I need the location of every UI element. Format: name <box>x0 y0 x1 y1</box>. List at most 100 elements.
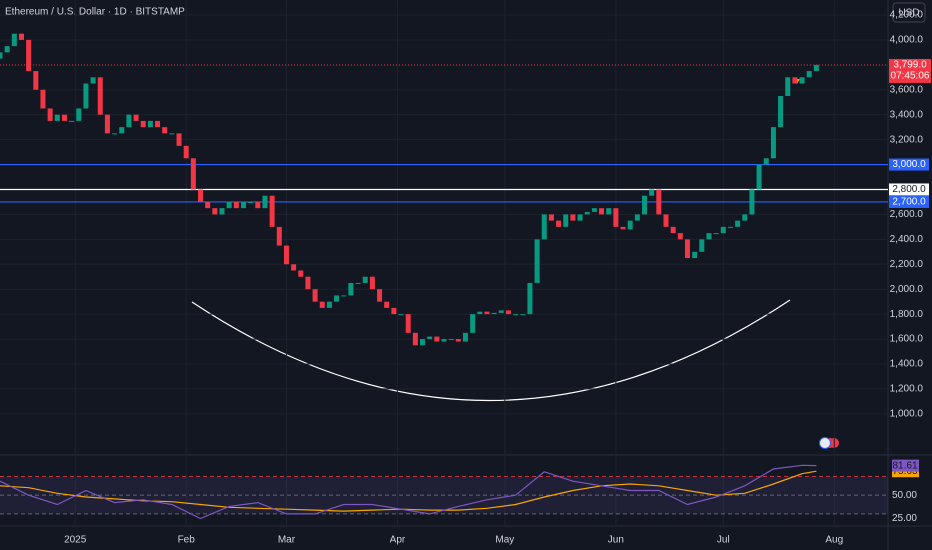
y-tick-label: 1,400.0 <box>890 359 924 370</box>
chart-title: Ethereum / U.S. Dollar · 1D · BITSTAMP <box>5 7 185 18</box>
candle-body <box>83 83 89 109</box>
x-tick-label: Aug <box>825 535 843 546</box>
candle-body <box>613 208 619 227</box>
candle-body <box>599 208 605 215</box>
candle-body <box>713 233 719 235</box>
level-label: 2,800.0 <box>892 184 926 195</box>
level-label-box <box>889 195 929 208</box>
candle-body <box>577 214 583 221</box>
candle-body <box>606 208 612 215</box>
countdown: 07:45:06 <box>891 71 930 82</box>
cup-curve <box>191 299 791 402</box>
candle-body <box>126 114 132 128</box>
candle-body <box>405 314 411 333</box>
candle-body <box>656 189 662 215</box>
candle-body <box>362 276 368 283</box>
candle-body <box>319 301 325 308</box>
x-tick-label: Apr <box>390 535 406 546</box>
candle-body <box>47 108 53 121</box>
candle-body <box>677 233 683 240</box>
candle-body <box>441 339 447 342</box>
candle-body <box>548 214 554 221</box>
candle-body <box>183 145 189 159</box>
candle-body <box>634 214 640 221</box>
candle-body <box>706 233 712 240</box>
candle-body <box>813 64 819 72</box>
candle-body <box>26 39 32 72</box>
candle-body <box>305 276 311 290</box>
candle-body <box>563 214 569 227</box>
candle-body <box>240 201 246 209</box>
candle-body <box>140 120 146 128</box>
candle-body <box>226 201 232 209</box>
candle-body <box>33 71 39 90</box>
candle-body <box>133 114 139 121</box>
candle-body <box>756 164 762 190</box>
candle-body <box>190 158 196 190</box>
candle-body <box>355 282 361 284</box>
y-tick-label: 2,000.0 <box>890 284 924 295</box>
currency-button[interactable] <box>892 2 926 23</box>
candle-body <box>470 314 476 333</box>
x-tick-label: May <box>495 535 514 546</box>
candle-body <box>348 282 354 296</box>
candle-body <box>97 77 103 115</box>
candle-body <box>61 114 67 121</box>
x-tick-label: Jun <box>608 535 624 546</box>
candle-body <box>384 301 390 308</box>
rsi-tick-label: 50.00 <box>892 490 917 501</box>
candle-body <box>262 195 268 209</box>
level-label: 3,000.0 <box>892 159 926 170</box>
candle-body <box>176 133 182 146</box>
candle-body <box>233 201 239 209</box>
candle-body <box>255 201 261 209</box>
y-tick-label: 1,600.0 <box>890 334 924 345</box>
candle-body <box>298 270 304 277</box>
rsi-tick-label: 25.00 <box>892 513 917 524</box>
candle-body <box>663 214 669 227</box>
candle-body <box>69 120 75 122</box>
candle-body <box>276 226 282 246</box>
candle-body <box>169 133 175 135</box>
candle-body <box>462 332 468 342</box>
candle-body <box>491 312 497 315</box>
candle-body <box>398 314 404 316</box>
candle-body <box>792 77 798 84</box>
candle-body <box>147 120 153 128</box>
candle-body <box>727 226 733 228</box>
level-label-box <box>889 183 929 196</box>
candle-body <box>484 311 490 315</box>
level-label-box <box>889 158 929 171</box>
event-icons <box>819 437 839 449</box>
y-tick-label: 1,200.0 <box>890 384 924 395</box>
candle-body <box>527 282 533 315</box>
x-tick-label: 2025 <box>64 535 87 546</box>
candle-body <box>341 295 347 297</box>
y-tick-label: 2,400.0 <box>890 234 924 245</box>
candle-body <box>498 310 504 313</box>
candle-body <box>448 339 454 341</box>
candle-body <box>198 189 204 202</box>
candle-body <box>505 310 511 315</box>
x-tick-label: Feb <box>178 535 196 546</box>
candle-body <box>699 239 705 252</box>
candle-body <box>477 311 483 315</box>
y-tick-label: 3,600.0 <box>890 84 924 95</box>
candle-body <box>155 120 161 128</box>
candle-body <box>570 214 576 221</box>
candle-body <box>684 239 690 259</box>
candle-body <box>670 226 676 234</box>
candle-body <box>534 239 540 283</box>
currency-label[interactable]: USD <box>898 8 919 19</box>
candle-body <box>627 220 633 230</box>
level-label: 2,700.0 <box>892 197 926 208</box>
candle-body <box>692 251 698 259</box>
candle-body <box>269 195 275 227</box>
candle-body <box>0 52 3 59</box>
candle-body <box>412 332 418 346</box>
candle-body <box>391 307 397 315</box>
candle-body <box>584 211 590 215</box>
candle-body <box>369 276 375 290</box>
